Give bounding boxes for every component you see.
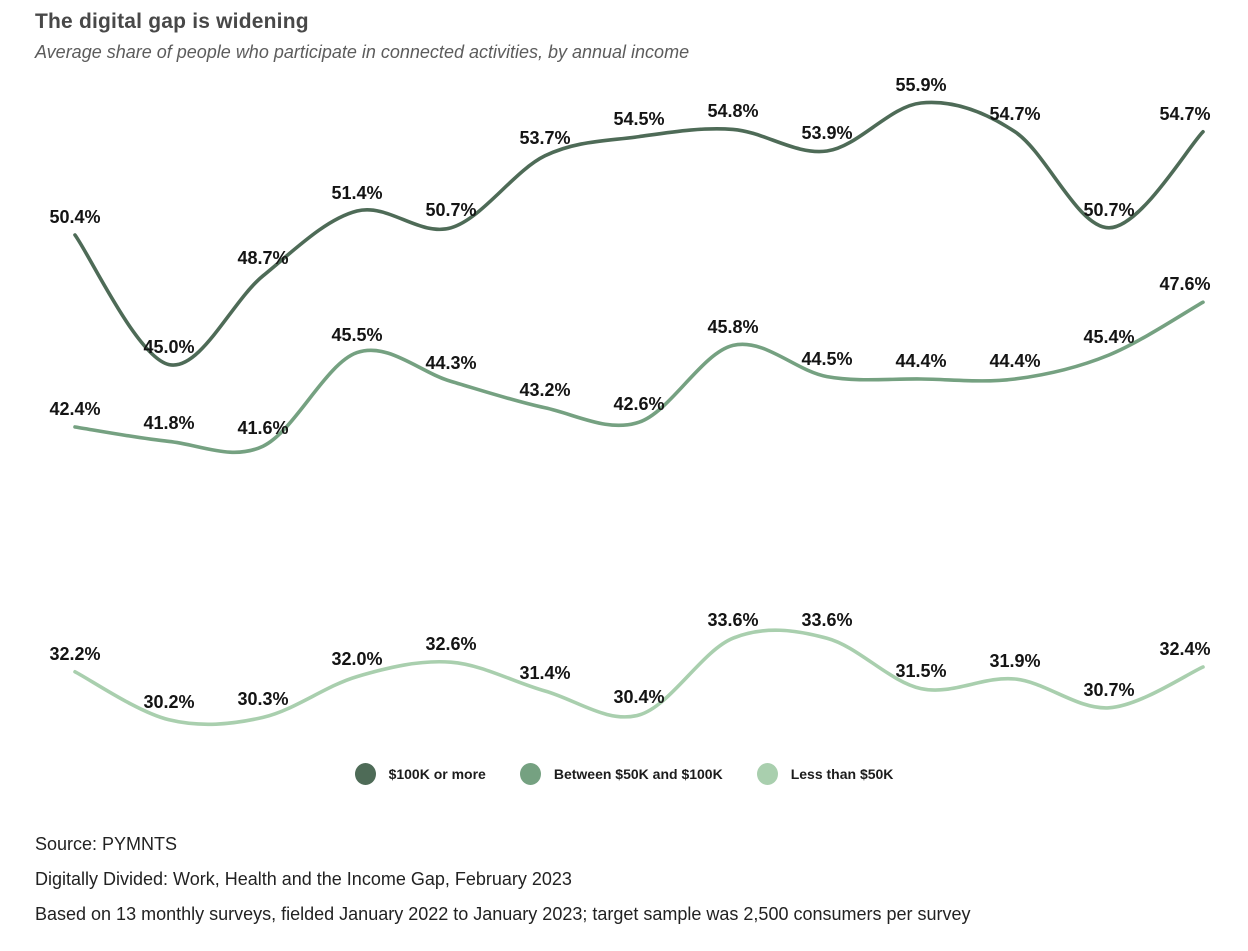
legend-label: $100K or more: [388, 766, 486, 782]
footnote-line: Based on 13 monthly surveys, fielded Jan…: [35, 904, 971, 924]
footnote-line: Digitally Divided: Work, Health and the …: [35, 869, 572, 889]
source-line: Source: PYMNTS: [35, 834, 178, 854]
chart-title: The digital gap is widening: [35, 10, 309, 33]
legend-item-between-50k-and-100k: Between $50K and $100K: [519, 763, 723, 785]
legend-swatch-icon: [756, 763, 778, 785]
line-less-than-50k: [73, 628, 1205, 727]
legend-item-100k-or-more: $100K or more: [354, 763, 486, 785]
chart-footnotes: Source: PYMNTS Digitally Divided: Work, H…: [35, 827, 971, 932]
legend-swatch-icon: [354, 763, 376, 785]
legend-item-less-than-50k: Less than $50K: [756, 763, 894, 785]
chart-legend: $100K or more Between $50K and $100K Less …: [0, 763, 1248, 785]
line-chart-canvas: [73, 100, 1205, 727]
legend-label: Between $50K and $100K: [553, 766, 723, 782]
legend-swatch-icon: [519, 763, 541, 785]
chart-subtitle: Average share of people who participate …: [35, 42, 690, 62]
legend-label: Less than $50K: [790, 766, 894, 782]
line-between-50k-and-100k: [73, 300, 1205, 455]
line-100k-or-more: [73, 100, 1205, 367]
